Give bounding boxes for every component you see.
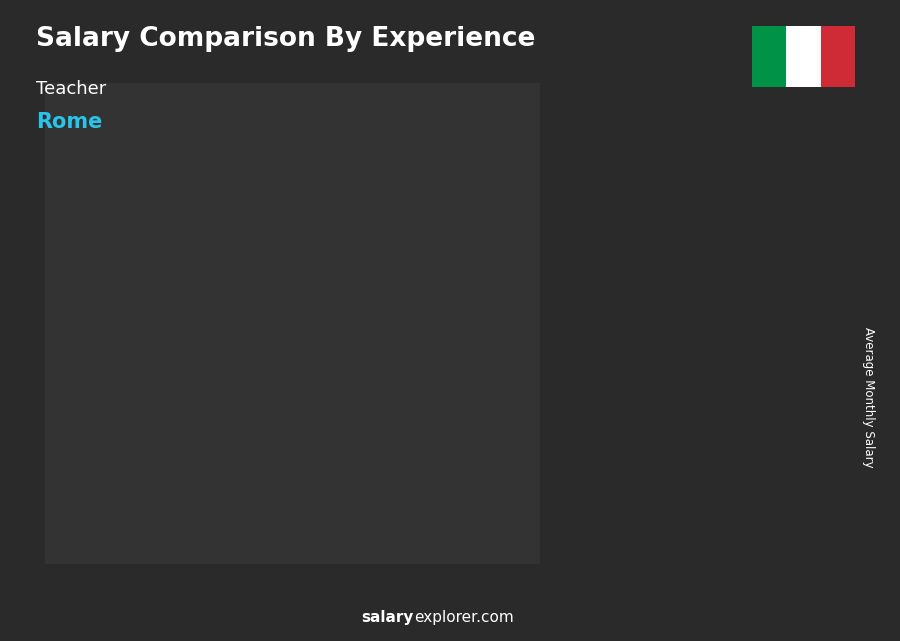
Polygon shape bbox=[508, 317, 521, 577]
Polygon shape bbox=[260, 411, 274, 577]
Text: +34%: +34% bbox=[141, 356, 200, 374]
Polygon shape bbox=[195, 411, 274, 421]
Polygon shape bbox=[566, 292, 572, 577]
Bar bbox=[821, 26, 855, 87]
Text: salary: salary bbox=[362, 610, 414, 625]
Text: Rome: Rome bbox=[36, 112, 103, 132]
Text: +30%: +30% bbox=[265, 304, 323, 322]
Polygon shape bbox=[319, 362, 325, 577]
Text: Salary Comparison By Experience: Salary Comparison By Experience bbox=[36, 26, 536, 52]
Text: +5%: +5% bbox=[643, 231, 689, 249]
Text: 4,280 EUR: 4,280 EUR bbox=[739, 261, 804, 274]
Polygon shape bbox=[443, 317, 521, 333]
Polygon shape bbox=[71, 454, 77, 577]
Text: 3,720 EUR: 3,720 EUR bbox=[491, 300, 556, 313]
Polygon shape bbox=[71, 454, 149, 462]
Bar bbox=[325, 362, 397, 577]
Polygon shape bbox=[384, 362, 397, 577]
Polygon shape bbox=[566, 292, 644, 310]
Text: +21%: +21% bbox=[389, 262, 447, 279]
Bar bbox=[752, 26, 786, 87]
Bar bbox=[45, 83, 540, 564]
Text: 4,070 EUR: 4,070 EUR bbox=[615, 276, 680, 289]
Text: explorer.com: explorer.com bbox=[414, 610, 514, 625]
Polygon shape bbox=[690, 278, 697, 577]
Bar bbox=[697, 278, 769, 577]
Text: Teacher: Teacher bbox=[36, 80, 106, 98]
Text: 3,070 EUR: 3,070 EUR bbox=[367, 345, 433, 359]
Bar bbox=[202, 411, 274, 577]
Text: +9%: +9% bbox=[518, 243, 564, 261]
Text: Average Monthly Salary: Average Monthly Salary bbox=[862, 327, 875, 468]
Text: 1,760 EUR: 1,760 EUR bbox=[0, 466, 65, 479]
Polygon shape bbox=[137, 454, 149, 577]
Bar bbox=[786, 26, 821, 87]
Polygon shape bbox=[690, 278, 769, 296]
Polygon shape bbox=[319, 362, 397, 375]
Polygon shape bbox=[632, 292, 644, 577]
Bar bbox=[572, 292, 644, 577]
Bar bbox=[449, 317, 521, 577]
Text: 2,370 EUR: 2,370 EUR bbox=[244, 395, 309, 408]
Polygon shape bbox=[755, 278, 769, 577]
Polygon shape bbox=[443, 317, 449, 577]
Polygon shape bbox=[195, 411, 202, 577]
Bar bbox=[77, 454, 149, 577]
